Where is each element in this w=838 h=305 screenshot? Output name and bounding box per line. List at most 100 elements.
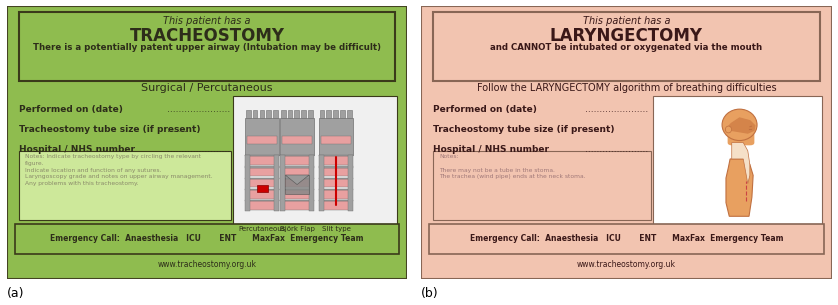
FancyBboxPatch shape (266, 110, 272, 118)
Ellipse shape (726, 126, 732, 133)
Text: Surgical / Percutaneous: Surgical / Percutaneous (142, 83, 272, 93)
Ellipse shape (722, 109, 757, 141)
FancyBboxPatch shape (309, 155, 314, 211)
FancyBboxPatch shape (246, 118, 279, 155)
FancyBboxPatch shape (321, 201, 350, 210)
Text: ......................: ...................... (585, 145, 649, 154)
FancyBboxPatch shape (248, 167, 277, 176)
Bar (15, 224, 399, 254)
FancyBboxPatch shape (275, 155, 279, 211)
Polygon shape (726, 159, 753, 216)
Polygon shape (285, 175, 309, 185)
FancyBboxPatch shape (280, 178, 314, 179)
Text: TRACHEOSTOMY: TRACHEOSTOMY (130, 27, 284, 45)
Text: This patient has a: This patient has a (582, 16, 670, 26)
Text: Follow the LARYNGECTOMY algorithm of breathing difficulties: Follow the LARYNGECTOMY algorithm of bre… (477, 83, 776, 93)
Text: ......................: ...................... (585, 105, 649, 114)
FancyBboxPatch shape (727, 129, 754, 145)
FancyBboxPatch shape (282, 156, 312, 165)
FancyBboxPatch shape (246, 155, 279, 156)
FancyBboxPatch shape (287, 110, 292, 118)
FancyBboxPatch shape (319, 178, 353, 179)
FancyBboxPatch shape (280, 155, 314, 156)
FancyBboxPatch shape (308, 110, 313, 118)
FancyBboxPatch shape (281, 110, 286, 118)
Polygon shape (732, 143, 750, 184)
FancyBboxPatch shape (340, 110, 344, 118)
Bar (18, 151, 231, 221)
FancyBboxPatch shape (246, 110, 251, 118)
FancyBboxPatch shape (246, 189, 279, 190)
FancyBboxPatch shape (348, 155, 353, 211)
FancyBboxPatch shape (273, 110, 278, 118)
FancyBboxPatch shape (256, 185, 267, 192)
FancyBboxPatch shape (294, 110, 299, 118)
FancyBboxPatch shape (319, 155, 323, 211)
FancyBboxPatch shape (282, 167, 312, 176)
FancyBboxPatch shape (282, 201, 312, 210)
FancyBboxPatch shape (247, 136, 277, 144)
Text: and CANNOT be intubated or oxygenated via the mouth: and CANNOT be intubated or oxygenated vi… (490, 43, 763, 52)
FancyBboxPatch shape (246, 155, 250, 211)
Text: www.tracheostomy.org.uk: www.tracheostomy.org.uk (577, 260, 676, 269)
Text: Emergency Call:  Anaesthesia   ICU       ENT      MaxFax  Emergency Team: Emergency Call: Anaesthesia ICU ENT MaxF… (50, 234, 364, 243)
Text: (a): (a) (7, 287, 24, 300)
FancyBboxPatch shape (282, 179, 312, 187)
FancyBboxPatch shape (321, 136, 351, 144)
Text: Slit type: Slit type (322, 226, 350, 232)
Bar (653, 96, 822, 228)
Text: Hospital / NHS number: Hospital / NHS number (433, 145, 549, 154)
Text: There is a potentially patent upper airway (Intubation may be difficult): There is a potentially patent upper airw… (33, 43, 381, 52)
FancyBboxPatch shape (248, 190, 277, 199)
FancyBboxPatch shape (248, 201, 277, 210)
FancyBboxPatch shape (282, 136, 312, 144)
FancyBboxPatch shape (253, 110, 257, 118)
Text: Percutaneous: Percutaneous (239, 226, 286, 232)
Text: .......: ....... (585, 125, 605, 134)
Text: Emergency Call:  Anaesthesia   ICU       ENT      MaxFax  Emergency Team: Emergency Call: Anaesthesia ICU ENT MaxF… (469, 234, 784, 243)
Text: Performed on (date): Performed on (date) (433, 105, 537, 114)
Text: Tracheostomy tube size (if present): Tracheostomy tube size (if present) (433, 125, 614, 134)
Text: ......................: ...................... (167, 105, 230, 114)
FancyBboxPatch shape (280, 118, 314, 155)
FancyBboxPatch shape (347, 110, 352, 118)
Polygon shape (725, 118, 755, 133)
FancyBboxPatch shape (732, 137, 743, 159)
Text: LARYNGECTOMY: LARYNGECTOMY (550, 27, 703, 45)
Text: Performed on (date): Performed on (date) (18, 105, 122, 114)
FancyBboxPatch shape (248, 156, 277, 165)
Bar (18, 12, 396, 81)
FancyBboxPatch shape (319, 200, 353, 201)
FancyBboxPatch shape (321, 179, 350, 187)
FancyBboxPatch shape (301, 110, 306, 118)
Bar (433, 151, 651, 221)
FancyBboxPatch shape (319, 155, 353, 156)
FancyBboxPatch shape (280, 189, 314, 190)
FancyBboxPatch shape (327, 110, 331, 118)
FancyBboxPatch shape (260, 110, 264, 118)
Text: Hospital / NHS number: Hospital / NHS number (18, 145, 135, 154)
FancyBboxPatch shape (246, 200, 279, 201)
FancyBboxPatch shape (321, 190, 350, 199)
FancyBboxPatch shape (319, 118, 353, 155)
Bar (233, 96, 397, 228)
Text: .......: ....... (167, 125, 187, 134)
FancyBboxPatch shape (321, 167, 350, 176)
Text: (b): (b) (421, 287, 438, 300)
Text: This patient has a: This patient has a (163, 16, 251, 26)
Bar (433, 12, 820, 81)
FancyBboxPatch shape (282, 190, 312, 199)
FancyBboxPatch shape (280, 155, 285, 211)
Bar (429, 224, 824, 254)
Text: www.tracheostomy.org.uk: www.tracheostomy.org.uk (158, 260, 256, 269)
Text: Tracheostomy tube size (if present): Tracheostomy tube size (if present) (18, 125, 200, 134)
Text: ......................: ...................... (167, 145, 230, 154)
FancyBboxPatch shape (321, 156, 350, 165)
FancyBboxPatch shape (285, 175, 309, 194)
Text: Björk Flap: Björk Flap (280, 226, 314, 232)
FancyBboxPatch shape (280, 200, 314, 201)
FancyBboxPatch shape (334, 110, 338, 118)
Text: Notes: Indicate tracheostomy type by circling the relevant
figure.
Indicate loca: Notes: Indicate tracheostomy type by cir… (25, 154, 212, 186)
FancyBboxPatch shape (248, 179, 277, 187)
Text: Notes:

There may not be a tube in the stoma.
The trachea (wind pipe) ends at th: Notes: There may not be a tube in the st… (439, 154, 586, 179)
